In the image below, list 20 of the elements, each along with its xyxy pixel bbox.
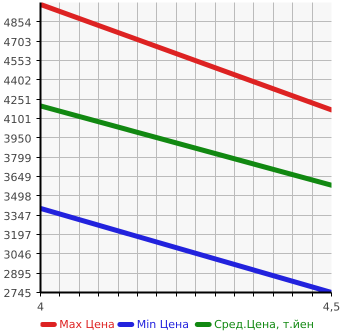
- y-tick-label: 3197: [4, 229, 32, 242]
- legend-label: Сред.Цена, т.йен: [214, 318, 314, 331]
- y-tick-label: 4101: [4, 113, 32, 126]
- x-tick-label: 4,5: [322, 300, 340, 314]
- y-tick-label: 4553: [4, 55, 32, 68]
- y-tick-label: 3046: [4, 248, 32, 262]
- legend-label: Min Цена: [136, 318, 189, 331]
- y-tick-label: 3498: [4, 190, 32, 204]
- y-tick-label: 3347: [4, 210, 32, 223]
- legend-label: Max Цена: [59, 318, 115, 331]
- y-tick-label: 3950: [4, 132, 32, 146]
- y-tick-label: 3799: [4, 152, 32, 165]
- y-tick-label: 4703: [4, 36, 32, 49]
- y-tick-label: 2895: [4, 268, 32, 281]
- y-tick-label: 3649: [4, 171, 32, 184]
- y-tick-label: 4402: [4, 74, 32, 88]
- y-tick-label: 4251: [4, 94, 32, 107]
- y-tick-label: 4854: [4, 16, 32, 30]
- x-tick-label: 4: [37, 300, 44, 314]
- y-tick-label: 2745: [4, 287, 32, 300]
